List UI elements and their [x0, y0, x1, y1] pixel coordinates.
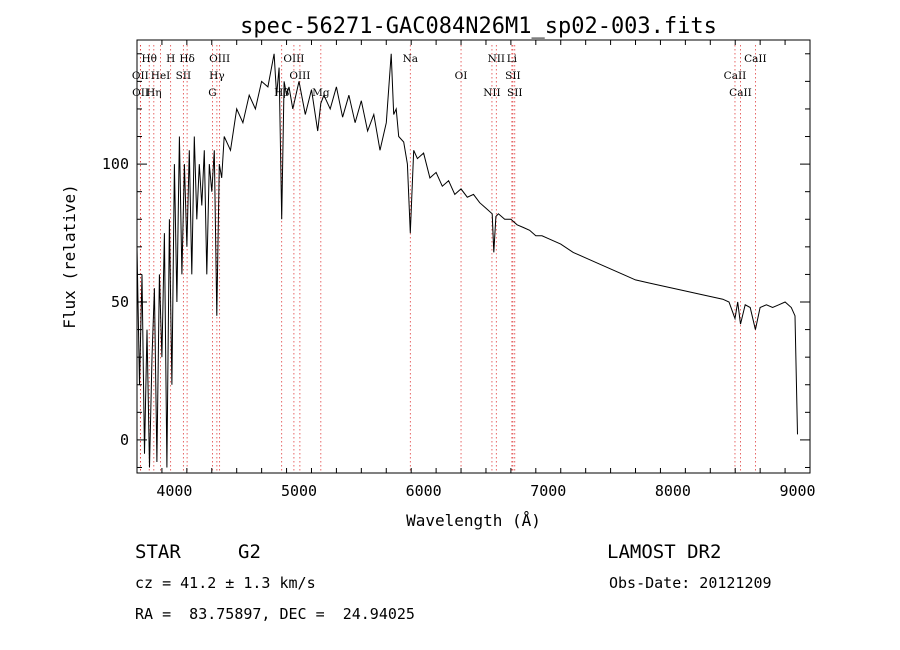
line-label-hδ: Hδ	[179, 53, 194, 65]
x-tick-label: 9000	[779, 482, 815, 500]
line-label-sii: SII	[176, 70, 192, 82]
cz-value: cz = 41.2 ± 1.3 km/s	[135, 574, 316, 592]
x-tick-label: 6000	[406, 482, 442, 500]
line-label-oiii: OIII	[209, 53, 230, 65]
y-tick-label: 100	[102, 155, 129, 173]
x-tick-label: 4000	[156, 482, 192, 500]
line-label-caii: CaII	[744, 53, 767, 65]
plot-frame	[136, 39, 811, 474]
line-label-oiii: OIII	[289, 70, 310, 82]
line-label-hei: HeI	[151, 70, 171, 82]
line-label-hη: Hη	[146, 87, 161, 99]
chart-title: spec-56271-GAC084N26M1_sp02-003.fits	[240, 14, 717, 39]
x-tick-label: 7000	[530, 482, 566, 500]
x-tick-label: 5000	[281, 482, 317, 500]
x-axis-label: Wavelength (Å)	[406, 511, 541, 530]
line-label-mg: Mg	[312, 87, 330, 99]
line-label-nii: NII	[483, 87, 500, 99]
line-label-caii: CaII	[729, 87, 752, 99]
y-tick-label: 0	[120, 431, 129, 449]
survey-label: LAMOST DR2	[607, 541, 722, 563]
line-label-h: H	[166, 53, 175, 65]
line-label-sii: SII	[505, 70, 521, 82]
spectrum-line	[136, 53, 798, 468]
y-axis-label: Flux (relative)	[60, 184, 79, 329]
line-label-li: Li	[507, 53, 518, 65]
line-label-oii: OII	[132, 70, 149, 82]
line-label-oi: OI	[455, 70, 468, 82]
line-label-sii: SII	[507, 87, 523, 99]
y-tick-label: 50	[111, 293, 129, 311]
coordinates: RA = 83.75897, DEC = 24.94025	[135, 605, 415, 623]
obs-date: Obs-Date: 20121209	[609, 574, 772, 592]
line-label-na: Na	[403, 53, 418, 65]
line-label-oii: OII	[132, 87, 149, 99]
x-tick-label: 8000	[655, 482, 691, 500]
line-label-oiii: OIII	[283, 53, 304, 65]
class-label: STAR	[135, 541, 181, 563]
line-label-nii: NII	[488, 53, 505, 65]
subclass-label: G2	[238, 541, 261, 563]
line-label-hγ: Hγ	[209, 70, 224, 82]
line-label-g: G	[208, 87, 216, 99]
line-label-caii: CaII	[724, 70, 747, 82]
line-label-hθ: Hθ	[141, 53, 156, 65]
